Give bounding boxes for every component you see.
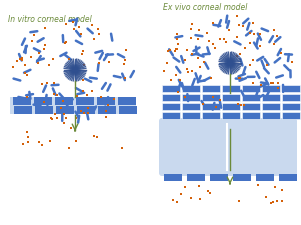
Bar — [242, 112, 260, 119]
Bar — [242, 103, 260, 110]
Bar — [77, 106, 95, 114]
Bar — [13, 97, 31, 105]
Bar — [282, 94, 300, 101]
Bar — [76, 97, 94, 105]
Bar — [98, 106, 116, 114]
Bar — [282, 112, 300, 119]
Bar — [182, 112, 200, 119]
Bar — [222, 85, 240, 92]
Bar — [55, 97, 73, 105]
Bar — [187, 174, 205, 181]
Bar — [282, 103, 300, 110]
Bar — [222, 112, 240, 119]
Bar — [97, 97, 115, 105]
Bar — [202, 112, 220, 119]
Bar — [164, 174, 182, 181]
Bar — [10, 97, 136, 114]
Bar — [56, 106, 74, 114]
Bar — [119, 106, 137, 114]
FancyBboxPatch shape — [159, 118, 297, 176]
Bar — [202, 103, 220, 110]
Bar — [262, 103, 280, 110]
Bar — [14, 106, 32, 114]
Bar — [210, 174, 228, 181]
Bar — [162, 103, 180, 110]
Bar — [202, 94, 220, 101]
Bar — [35, 106, 53, 114]
Bar — [279, 174, 297, 181]
Bar — [182, 94, 200, 101]
Bar — [282, 85, 300, 92]
Bar — [242, 94, 260, 101]
Bar — [162, 112, 180, 119]
Bar — [222, 103, 240, 110]
Text: In vitro corneal model: In vitro corneal model — [8, 15, 92, 24]
Bar — [118, 97, 136, 105]
Bar — [262, 112, 280, 119]
Bar — [262, 94, 280, 101]
Bar — [256, 174, 274, 181]
Bar — [233, 174, 251, 181]
Bar — [34, 97, 52, 105]
Bar — [182, 85, 200, 92]
Bar — [262, 85, 280, 92]
Bar — [162, 94, 180, 101]
Text: Ex vivo corneal model: Ex vivo corneal model — [163, 3, 247, 12]
Bar — [242, 85, 260, 92]
Bar — [182, 103, 200, 110]
Bar — [162, 85, 180, 92]
Bar — [222, 94, 240, 101]
Bar — [202, 85, 220, 92]
